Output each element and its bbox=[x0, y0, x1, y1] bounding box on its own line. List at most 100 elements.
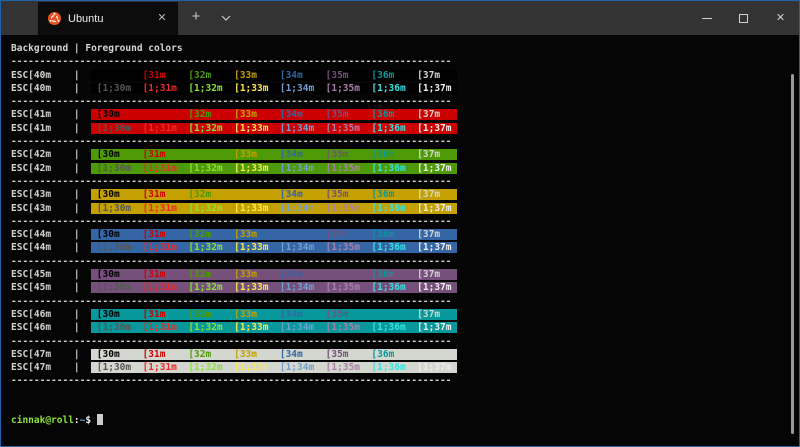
color-field: [1;32m bbox=[182, 322, 229, 334]
color-field: [1;33m bbox=[228, 362, 275, 374]
esc-label: ESC[45m | bbox=[11, 269, 92, 281]
separator-dashes: ----------------------------------------… bbox=[11, 56, 452, 68]
color-field: [37m bbox=[411, 109, 458, 121]
color-field: [34m bbox=[274, 69, 320, 81]
close-button[interactable]: ✕ bbox=[762, 1, 799, 35]
color-field: [1;35m bbox=[319, 322, 366, 334]
color-field: [1;35m bbox=[319, 282, 366, 294]
color-field: [1;30m bbox=[91, 362, 137, 374]
color-field: [34m bbox=[274, 109, 320, 121]
block-row-41-normal: ESC[41m | [30m [31m [32m [33m [34m [35m … bbox=[11, 108, 799, 121]
esc-label: ESC[46m | bbox=[11, 322, 92, 334]
separator-line: ----------------------------------------… bbox=[11, 255, 799, 268]
color-field: [35m bbox=[319, 348, 366, 360]
block-row-42-bright: ESC[42m | [1;30m [1;31m [1;32m [1;33m [1… bbox=[11, 162, 799, 175]
esc-label: ESC[47m | bbox=[11, 348, 92, 360]
minimize-button[interactable] bbox=[688, 1, 725, 35]
color-field: [37m bbox=[411, 69, 458, 81]
color-field: [36m bbox=[365, 229, 412, 241]
color-field: [37m bbox=[411, 308, 458, 320]
color-field: [1;35m bbox=[319, 362, 366, 374]
color-field: [31m bbox=[136, 348, 183, 360]
color-field: [30m bbox=[91, 149, 137, 161]
color-field: [32m bbox=[182, 348, 229, 360]
color-field: [1;31m bbox=[136, 162, 183, 174]
color-field: [1;30m bbox=[91, 162, 137, 174]
separator-dashes: ----------------------------------------… bbox=[11, 215, 452, 227]
maximize-button[interactable] bbox=[725, 1, 762, 35]
color-field: [32m bbox=[182, 269, 229, 281]
esc-label: ESC[45m | bbox=[11, 282, 92, 294]
color-field: [31m bbox=[136, 109, 183, 121]
color-field: [1;33m bbox=[228, 282, 275, 294]
block-row-44-normal: ESC[44m | [30m [31m [32m [33m [34m [35m … bbox=[11, 228, 799, 241]
block-row-46-bright: ESC[46m | [1;30m [1;31m [1;32m [1;33m [1… bbox=[11, 321, 799, 334]
blank-line bbox=[11, 401, 799, 414]
color-field: [1;36m bbox=[365, 282, 412, 294]
block-row-47-bright: ESC[47m | [1;30m [1;31m [1;32m [1;33m [1… bbox=[11, 361, 799, 374]
terminal-viewport[interactable]: Background | Foreground colors ----------… bbox=[1, 35, 799, 446]
color-field: [1;32m bbox=[182, 242, 229, 254]
separator-dashes: ----------------------------------------… bbox=[11, 375, 452, 387]
color-field: [1;34m bbox=[274, 162, 320, 174]
separator-dashes: ----------------------------------------… bbox=[11, 295, 452, 307]
color-field: [1;34m bbox=[274, 82, 320, 94]
esc-label: ESC[42m | bbox=[11, 162, 92, 174]
titlebar: Ubuntu ✕ + ✕ bbox=[1, 1, 799, 35]
color-field: [1;31m bbox=[136, 122, 183, 134]
blank-line bbox=[11, 388, 799, 401]
scrollbar-thumb[interactable] bbox=[791, 74, 794, 434]
window-controls: ✕ bbox=[688, 1, 799, 35]
header-text: Background | Foreground colors bbox=[11, 43, 183, 54]
tab-ubuntu[interactable]: Ubuntu ✕ bbox=[38, 2, 178, 35]
esc-label: ESC[40m | bbox=[11, 82, 92, 94]
color-field: [1;32m bbox=[182, 202, 229, 214]
color-field: [35m bbox=[319, 69, 366, 81]
color-field: [1;37m bbox=[411, 162, 458, 174]
color-field: [1;35m bbox=[319, 82, 366, 94]
block-row-40-normal: ESC[40m | [30m [31m [32m [33m [34m [35m … bbox=[11, 69, 799, 82]
tab-dropdown-button[interactable] bbox=[214, 6, 238, 30]
prompt-line: cinnak@roll:~$ bbox=[11, 414, 799, 427]
separator-line: ----------------------------------------… bbox=[11, 135, 799, 148]
prompt-user-host: cinnak@roll bbox=[11, 415, 74, 427]
color-field: [1;31m bbox=[136, 242, 183, 254]
esc-label: ESC[42m | bbox=[11, 149, 92, 161]
new-tab-button[interactable]: + bbox=[191, 8, 201, 25]
terminal-output: Background | Foreground colors ----------… bbox=[1, 35, 799, 428]
block-row-43-bright: ESC[43m | [1;30m [1;31m [1;32m [1;33m [1… bbox=[11, 202, 799, 215]
color-field: [32m bbox=[182, 189, 229, 201]
color-field: [30m bbox=[91, 269, 137, 281]
cursor-block[interactable] bbox=[96, 414, 103, 426]
color-field: [1;32m bbox=[182, 162, 229, 174]
block-row-44-bright: ESC[44m | [1;30m [1;31m [1;32m [1;33m [1… bbox=[11, 241, 799, 254]
separator-line: ----------------------------------------… bbox=[11, 295, 799, 308]
color-field: [35m bbox=[319, 109, 366, 121]
prompt-colon: : bbox=[73, 415, 80, 427]
color-field: [1;36m bbox=[365, 322, 412, 334]
color-field: [1;37m bbox=[411, 322, 458, 334]
color-field: [1;30m bbox=[91, 322, 137, 334]
separator-line: ----------------------------------------… bbox=[11, 175, 799, 188]
color-field: [31m bbox=[136, 149, 183, 161]
color-field: [1;37m bbox=[411, 242, 458, 254]
color-field: [34m bbox=[274, 348, 320, 360]
color-field: [34m bbox=[274, 269, 320, 281]
color-field: [36m bbox=[365, 149, 412, 161]
separator-line: ----------------------------------------… bbox=[11, 95, 799, 108]
color-field: [1;33m bbox=[228, 242, 275, 254]
color-field: [37m bbox=[411, 189, 458, 201]
color-field: [1;30m bbox=[91, 122, 137, 134]
color-field: [31m bbox=[136, 308, 183, 320]
color-field: [1;34m bbox=[274, 282, 320, 294]
tab-close-icon[interactable]: ✕ bbox=[157, 11, 167, 24]
color-field: [1;36m bbox=[365, 82, 412, 94]
separator-dashes: ----------------------------------------… bbox=[11, 335, 452, 347]
color-field: [33m bbox=[228, 229, 275, 241]
block-row-47-normal: ESC[47m | [30m [31m [32m [33m [34m [35m … bbox=[11, 348, 799, 361]
color-field: [1;32m bbox=[182, 282, 229, 294]
color-field: [33m bbox=[228, 149, 275, 161]
color-field: [37m bbox=[411, 269, 458, 281]
color-field: [32m bbox=[182, 69, 229, 81]
terminal-header: Background | Foreground colors bbox=[11, 42, 799, 55]
